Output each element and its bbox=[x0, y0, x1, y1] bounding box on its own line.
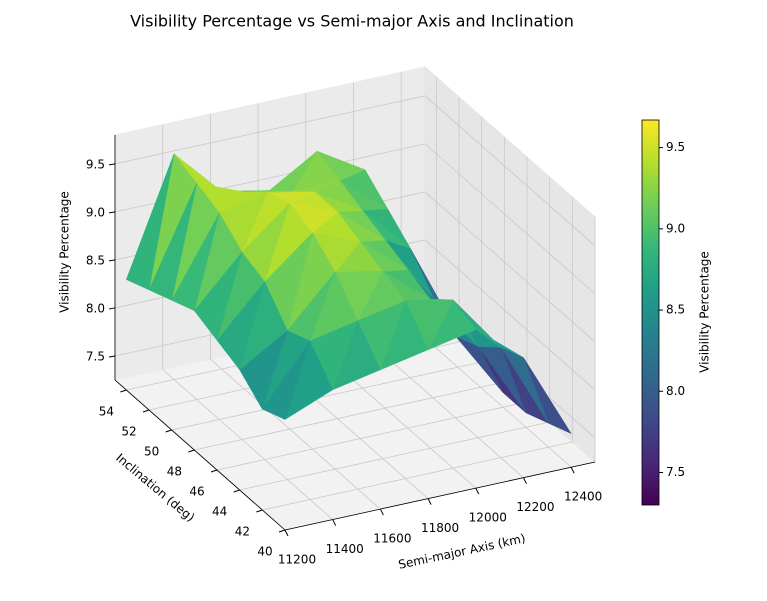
x-tick-label: 11200 bbox=[278, 553, 316, 567]
y-tick bbox=[120, 389, 127, 393]
grid-line bbox=[239, 421, 550, 491]
z-tick-label: 8.0 bbox=[86, 301, 105, 315]
grid-line bbox=[171, 361, 482, 431]
chart-title: Visibility Percentage vs Semi-major Axis… bbox=[130, 12, 574, 31]
grid-line bbox=[114, 95, 426, 165]
colorbar-tick-label: 9.0 bbox=[666, 221, 685, 235]
y-tick bbox=[210, 469, 218, 473]
x-tick-label: 11400 bbox=[326, 542, 364, 556]
x-tick bbox=[332, 519, 337, 526]
y-tick-label: 52 bbox=[121, 425, 136, 439]
x-tick-label: 12400 bbox=[564, 490, 602, 504]
surface-facet bbox=[193, 252, 243, 341]
x-tick-label: 12000 bbox=[469, 511, 507, 525]
surface-facet bbox=[171, 212, 220, 312]
y-tick bbox=[233, 489, 240, 493]
colorbar-tick-label: 8.5 bbox=[666, 303, 685, 317]
z-tick-label: 8.5 bbox=[86, 253, 105, 267]
grid-line bbox=[424, 143, 596, 295]
x-tick-label: 11600 bbox=[373, 532, 411, 546]
grid-line bbox=[424, 95, 596, 247]
z-tick-label: 9.5 bbox=[86, 157, 105, 171]
x-tick bbox=[284, 529, 289, 537]
surface-facet bbox=[239, 329, 288, 410]
y-tick-label: 50 bbox=[144, 445, 159, 459]
y-tick bbox=[165, 429, 172, 433]
y-tick-label: 42 bbox=[235, 525, 250, 539]
x-tick bbox=[570, 467, 575, 474]
colorbar-tick-label: 9.5 bbox=[666, 140, 685, 154]
x-tick-label: 12200 bbox=[516, 500, 554, 514]
z-tick-label: 7.5 bbox=[86, 349, 105, 363]
colorbar-label: Visibility Percentage bbox=[698, 251, 712, 373]
y-tick-label: 48 bbox=[167, 465, 182, 479]
x-tick bbox=[379, 508, 384, 516]
z-tick bbox=[108, 163, 116, 166]
surface-facet bbox=[216, 281, 265, 371]
x-tick bbox=[427, 498, 432, 505]
z-tick bbox=[108, 355, 116, 358]
y-tick-label: 40 bbox=[257, 545, 272, 559]
axis-line bbox=[284, 461, 596, 531]
y-tick-label: 54 bbox=[99, 405, 114, 419]
surface-facet bbox=[125, 153, 175, 291]
y-tick bbox=[278, 529, 286, 533]
colorbar bbox=[641, 119, 660, 506]
grid-line bbox=[262, 441, 573, 511]
grid-line bbox=[424, 239, 596, 391]
z-tick bbox=[108, 259, 116, 262]
z-tick-label: 9.0 bbox=[86, 205, 105, 219]
z-axis-label: Visibility Percentage bbox=[58, 191, 72, 313]
grid-line bbox=[424, 191, 596, 343]
y-tick bbox=[256, 509, 263, 513]
y-axis-label: Inclination (deg) bbox=[113, 451, 197, 525]
x-tick bbox=[523, 477, 527, 484]
surface-facet bbox=[261, 340, 311, 420]
grid-line bbox=[162, 369, 333, 520]
grid-line bbox=[194, 381, 505, 451]
z-tick bbox=[108, 211, 116, 214]
colorbar-tick-label: 7.5 bbox=[666, 465, 685, 479]
y-tick bbox=[142, 409, 150, 413]
y-tick bbox=[188, 449, 195, 453]
z-tick bbox=[108, 307, 116, 310]
x-tick-label: 11800 bbox=[421, 521, 459, 535]
surface bbox=[125, 150, 572, 435]
grid-line bbox=[216, 401, 528, 471]
x-axis-label: Semi-major Axis (km) bbox=[397, 531, 527, 572]
y-tick-label: 46 bbox=[189, 485, 204, 499]
axis-line bbox=[114, 379, 286, 531]
grid-line bbox=[210, 358, 381, 510]
x-tick bbox=[475, 487, 480, 495]
y-tick-label: 44 bbox=[212, 505, 227, 519]
surface-facet bbox=[148, 183, 197, 301]
colorbar-tick-label: 8.0 bbox=[666, 384, 685, 398]
